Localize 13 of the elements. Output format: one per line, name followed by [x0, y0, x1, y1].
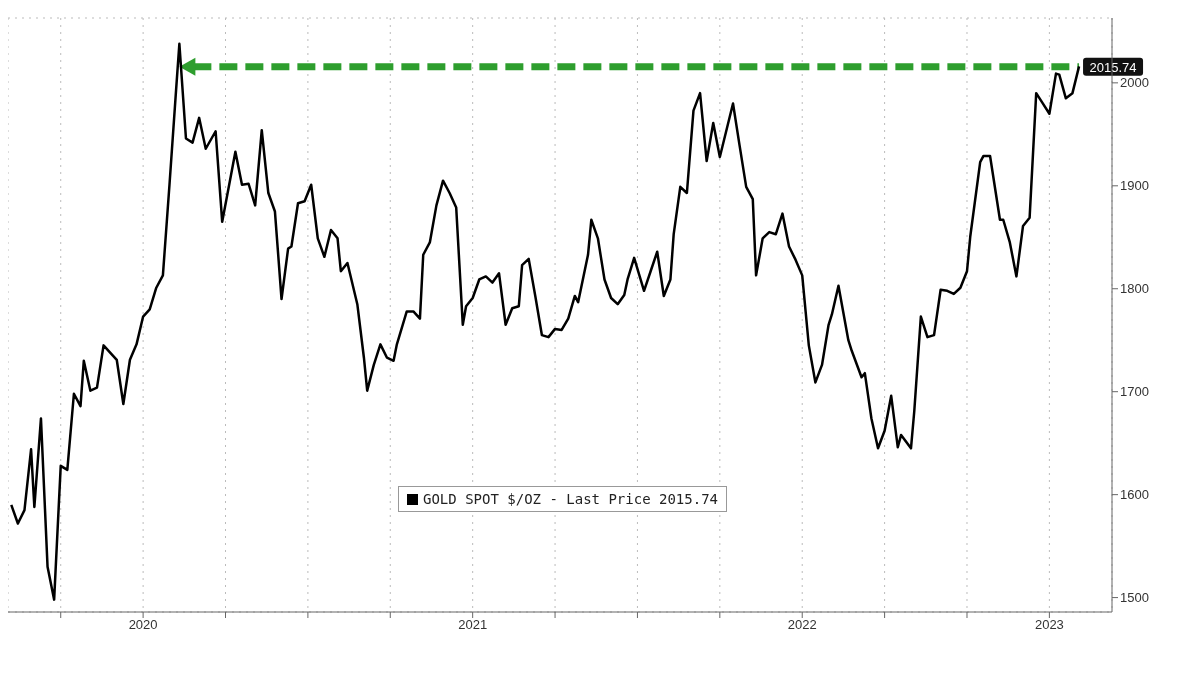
line-series [10, 42, 1081, 601]
y-tick-label: 1600 [1120, 487, 1149, 503]
ref-line-label: 2015.74 [1089, 59, 1137, 75]
y-tick-label: 1500 [1120, 590, 1149, 606]
legend-label: GOLD SPOT $/OZ - Last Price 2015.74 [423, 491, 719, 507]
x-tick-label: 2022 [787, 617, 817, 633]
x-tick-label: 2021 [458, 617, 488, 633]
y-tick-label: 1800 [1120, 281, 1149, 297]
y-tick-label: 1700 [1120, 384, 1149, 400]
y-tick-label: 1900 [1120, 178, 1149, 194]
y-tick-label: 2000 [1120, 75, 1149, 91]
x-tick-label: 2020 [128, 617, 158, 633]
x-tick-label: 2023 [1034, 617, 1064, 633]
